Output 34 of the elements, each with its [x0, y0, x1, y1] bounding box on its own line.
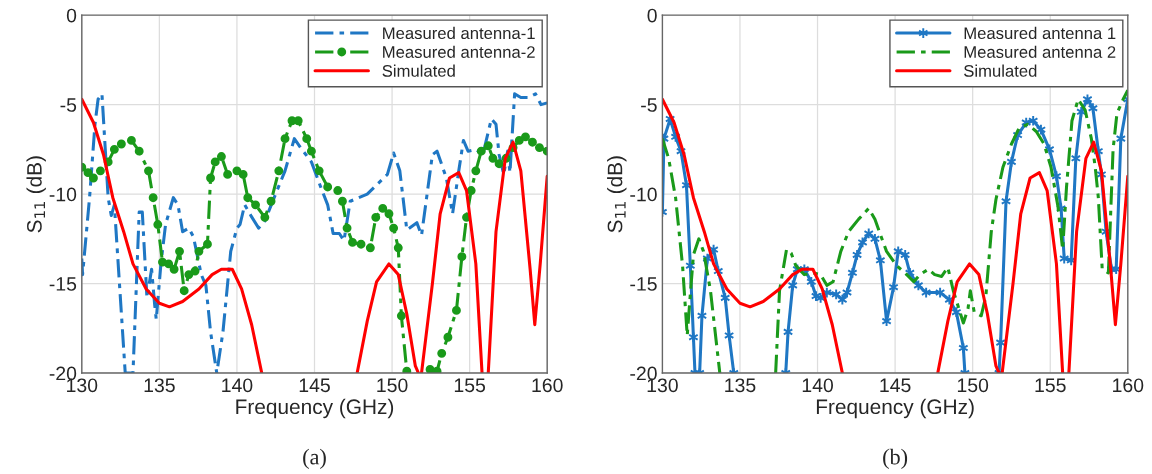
text: (b) [883, 448, 908, 469]
x-axis-title: Frequency (GHz) [236, 398, 394, 419]
x-tick-label: 155 [1035, 378, 1066, 393]
x-tick-label: 150 [377, 378, 408, 393]
legend-label: Measured antenna-2 [383, 45, 535, 58]
y-tick-label: -10 [49, 187, 77, 202]
x-tick-label: 140 [802, 378, 833, 393]
y-tick-label: 0 [647, 8, 657, 23]
y-tick-label: -5 [641, 98, 657, 112]
legend-label: Measured antenna-1 [383, 26, 535, 40]
y-tick-label: -10 [630, 187, 657, 202]
y-tick-label: -15 [49, 277, 77, 291]
x-tick-label: 140 [222, 378, 253, 393]
y-tick-label: 0 [66, 8, 77, 23]
x-tick-label: 130 [67, 378, 98, 393]
y-tick-label: -5 [60, 98, 77, 112]
y-tick-label: -20 [49, 366, 77, 381]
x-tick-label: 155 [454, 378, 486, 393]
text: (a) [303, 448, 326, 469]
legend-label: Measured antenna 2 [964, 45, 1116, 58]
x-tick-label: 135 [725, 378, 756, 393]
y-tick-label: -15 [630, 277, 657, 291]
y-axis-title: S$_{11}$ (dB) [26, 156, 46, 233]
legend-label: Simulated [964, 64, 1037, 77]
x-tick-label: 160 [532, 378, 563, 393]
legend-label: Simulated [382, 64, 455, 77]
x-tick-label: 135 [144, 378, 175, 393]
x-tick-label: 150 [957, 378, 989, 393]
x-tick-label: 160 [1113, 378, 1144, 393]
x-axis-title: Frequency (GHz) [816, 398, 974, 419]
x-tick-label: 145 [299, 378, 330, 393]
legend-label: Measured antenna 1 [964, 26, 1116, 40]
y-axis-title: S$_{11}$ (dB) [607, 156, 627, 233]
x-tick-label: 145 [880, 378, 911, 393]
